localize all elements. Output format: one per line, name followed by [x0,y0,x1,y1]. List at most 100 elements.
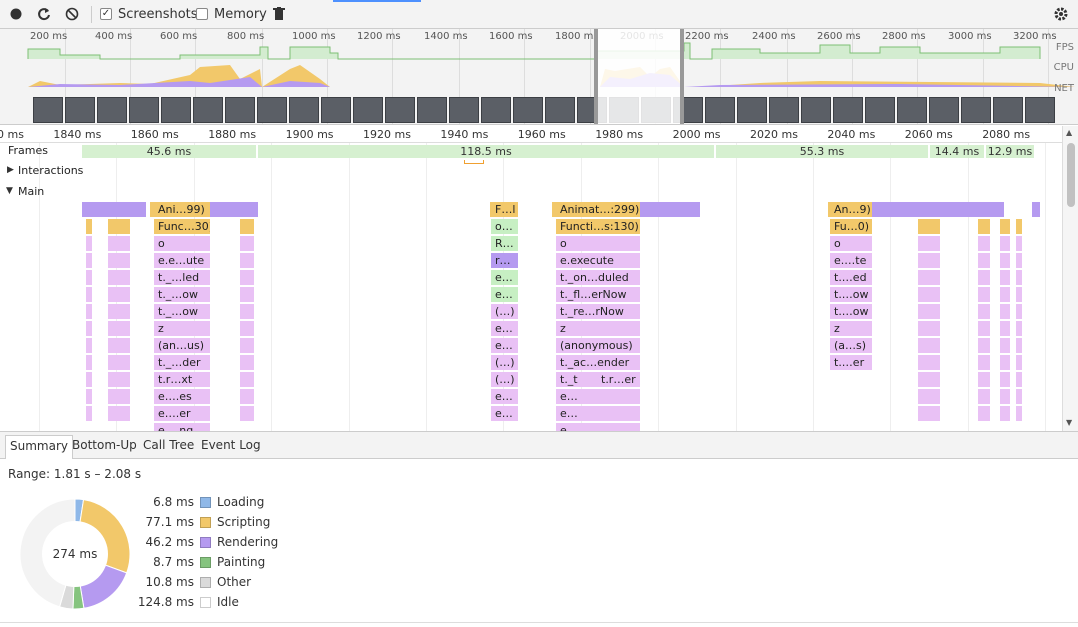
flame-event[interactable] [978,270,990,285]
flame-event[interactable] [240,304,254,319]
flame-event[interactable] [240,406,254,421]
flame-event[interactable] [108,236,130,251]
screenshot-thumbnail[interactable] [65,97,95,123]
flame-event[interactable]: (anonymous) [556,338,640,353]
flame-event[interactable] [978,321,990,336]
flame-event[interactable]: t._re…rNow [556,304,640,319]
flame-event[interactable]: e….er [154,406,210,421]
flame-event[interactable] [978,355,990,370]
flame-event[interactable]: (…) [491,304,518,319]
screenshot-thumbnail[interactable] [769,97,799,123]
flame-event[interactable] [918,406,940,421]
screenshot-thumbnail[interactable] [321,97,351,123]
screenshot-thumbnail[interactable] [257,97,287,123]
flame-event[interactable]: z [556,321,640,336]
reload-button[interactable] [35,5,53,23]
flame-event[interactable]: t._fl…erNow [556,287,640,302]
flame-event[interactable] [1016,338,1022,353]
flame-event[interactable]: o… [491,219,518,234]
flame-event[interactable] [1000,338,1010,353]
flame-event[interactable] [240,219,254,234]
flame-event[interactable] [108,304,130,319]
main-collapse-icon[interactable]: ▼ [6,186,13,196]
flame-event[interactable]: Ani…99) [154,202,210,217]
frame-bar[interactable]: 118.5 ms [258,145,714,158]
flame-event[interactable] [978,236,990,251]
screenshot-thumbnail[interactable] [481,97,511,123]
flame-event[interactable] [86,338,92,353]
tab-event-log[interactable]: Event Log [201,438,261,452]
flame-event[interactable] [978,287,990,302]
flame-event[interactable] [640,202,700,217]
flame-event[interactable] [86,253,92,268]
flame-event[interactable] [1000,406,1010,421]
flame-event[interactable]: Animat…:299) [556,202,640,217]
flame-event[interactable] [108,372,130,387]
flame-event[interactable] [86,389,92,404]
flame-event[interactable]: t.…ow [830,304,872,319]
tab-summary[interactable]: Summary [5,435,73,459]
flame-event[interactable]: e… [491,406,518,421]
flame-event[interactable]: z [830,321,872,336]
flame-event[interactable] [108,270,130,285]
flame-event[interactable]: R… [491,236,518,251]
flame-event[interactable] [918,253,940,268]
flame-event[interactable]: t._…led [154,270,210,285]
flame-event[interactable] [1000,287,1010,302]
flame-event[interactable] [1000,355,1010,370]
flame-event[interactable] [1000,270,1010,285]
screenshot-thumbnail[interactable] [513,97,543,123]
screenshot-thumbnail[interactable] [33,97,63,123]
flame-event[interactable] [1000,253,1010,268]
flame-event[interactable]: e….ng [154,423,210,431]
flame-event[interactable]: e….es [154,389,210,404]
flame-event[interactable] [1000,321,1010,336]
flame-event[interactable]: e [556,423,640,431]
flame-event[interactable] [918,219,940,234]
flame-event[interactable]: e.e…ute [154,253,210,268]
screenshot-thumbnail[interactable] [289,97,319,123]
screenshot-thumbnail[interactable] [449,97,479,123]
flame-event[interactable] [240,355,254,370]
flame-event[interactable] [1016,406,1022,421]
frame-bar[interactable]: 45.6 ms [82,145,256,158]
flame-event[interactable] [108,321,130,336]
flame-event[interactable]: e.…te [830,253,872,268]
flame-event[interactable]: e… [556,406,640,421]
screenshot-thumbnail[interactable] [961,97,991,123]
flame-event[interactable] [1000,219,1010,234]
flame-event[interactable]: e… [491,338,518,353]
flame-event[interactable] [918,355,940,370]
flame-event[interactable] [86,355,92,370]
flame-event[interactable]: o [830,236,872,251]
flame-event[interactable]: (a…s) [830,338,872,353]
flame-event[interactable] [978,372,990,387]
flame-event[interactable]: t._on…duled [556,270,640,285]
flame-event[interactable]: (…) [491,355,518,370]
flame-event[interactable] [108,406,130,421]
flame-event[interactable]: t.r…xt [154,372,210,387]
flame-event[interactable] [1000,236,1010,251]
screenshot-thumbnail[interactable] [417,97,447,123]
flame-event[interactable] [1016,355,1022,370]
flame-event[interactable] [918,236,940,251]
flame-event[interactable]: o [154,236,210,251]
screenshot-thumbnail[interactable] [833,97,863,123]
flame-event[interactable] [210,202,258,217]
main-track-label[interactable]: Main [18,185,45,198]
screenshot-thumbnail[interactable] [225,97,255,123]
flame-event[interactable] [108,338,130,353]
screenshot-thumbnail[interactable] [129,97,159,123]
flame-event[interactable] [86,406,92,421]
flame-event[interactable] [1016,253,1022,268]
screenshot-thumbnail[interactable] [97,97,127,123]
flame-event[interactable]: t.…ed [830,270,872,285]
flame-event[interactable] [86,270,92,285]
flame-event[interactable] [1032,202,1040,217]
flame-event[interactable]: F…l [491,202,518,217]
flame-event[interactable]: e… [556,389,640,404]
screenshot-thumbnail[interactable] [865,97,895,123]
flame-event[interactable]: t._…ow [154,287,210,302]
flame-event[interactable]: Functi…s:130) [556,219,640,234]
flame-event[interactable] [978,389,990,404]
